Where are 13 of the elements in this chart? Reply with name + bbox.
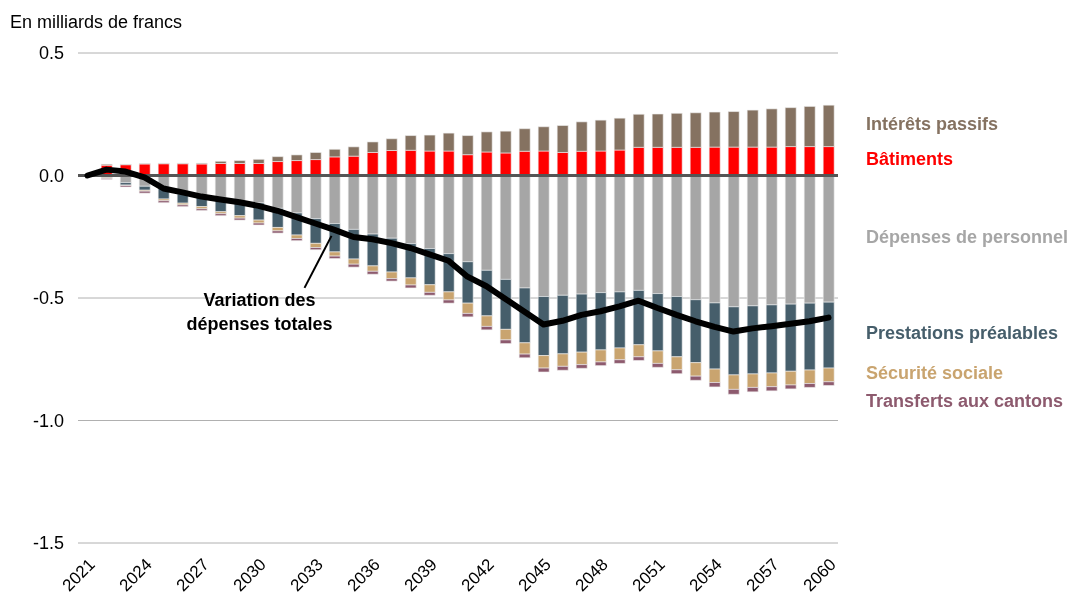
series-label: Intérêts passifs: [866, 113, 999, 135]
series-label: Transferts aux cantons: [866, 390, 1064, 412]
y-tick-label: -1.0: [32, 410, 64, 431]
y-axis-title: En milliards de francs: [10, 12, 183, 33]
series-label: Sécurité sociale: [866, 362, 1004, 384]
y-tick-label: 0.5: [38, 43, 64, 63]
y-tick-label: -1.5: [32, 533, 64, 553]
y-tick-label: -0.5: [32, 288, 64, 308]
series-label: Prestations préalables: [866, 323, 1059, 345]
series-label: Dépenses de personnel: [866, 226, 1069, 248]
text: Variation des dépenses totales: [186, 289, 333, 334]
series-label: Bâtiments: [866, 149, 954, 171]
y-tick-label: 0.0: [38, 165, 64, 186]
